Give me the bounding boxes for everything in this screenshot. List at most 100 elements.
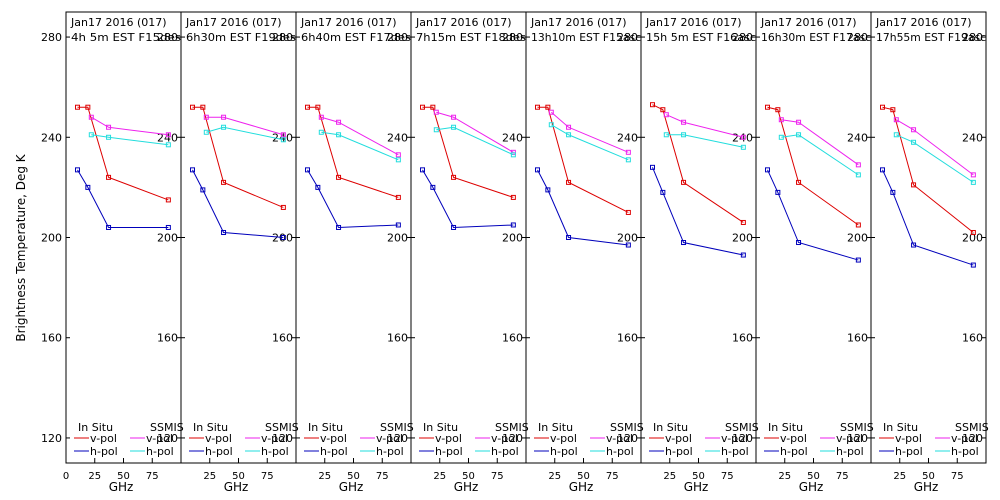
series-line-ssmis_h bbox=[551, 124, 629, 161]
y-tick-label: 160 bbox=[387, 332, 408, 345]
data-point-insitu_h bbox=[106, 224, 112, 230]
data-point-ssmis_h bbox=[318, 129, 324, 135]
data-point-ssmis_h bbox=[681, 132, 687, 138]
data-point-insitu_h bbox=[545, 187, 551, 193]
data-point-insitu_h bbox=[190, 167, 195, 173]
data-point-ssmis_h bbox=[796, 132, 802, 138]
series-line-ssmis_v bbox=[896, 119, 974, 176]
data-point-ssmis_h bbox=[221, 124, 227, 130]
panel-subtitle: 13h10m EST F15asc bbox=[531, 31, 641, 44]
y-tick-label: 200 bbox=[962, 232, 983, 245]
x-tick-label: 75 bbox=[491, 471, 504, 482]
data-point-insitu_v bbox=[336, 174, 342, 180]
data-point-ssmis_v bbox=[681, 119, 687, 125]
series-line-ssmis_v bbox=[206, 116, 284, 136]
panel-title: Jan17 2016 (017) bbox=[645, 16, 742, 29]
panel-5: Jan17 2016 (017) 13h10m EST F15asc 120 160 2… bbox=[525, 11, 644, 494]
series-line-ssmis_h bbox=[666, 134, 744, 148]
legend-label: h-pol bbox=[951, 445, 979, 458]
legend-label: h-pol bbox=[320, 445, 348, 458]
data-point-ssmis_h bbox=[911, 139, 917, 145]
y-tick-label: 160 bbox=[847, 332, 868, 345]
data-point-ssmis_v bbox=[778, 117, 784, 123]
panel-subtitle: 16h30m EST F17asc bbox=[761, 31, 871, 44]
data-point-ssmis_h bbox=[625, 157, 631, 163]
data-point-ssmis_h bbox=[970, 179, 976, 185]
x-tick-label: 75 bbox=[606, 471, 619, 482]
legend-label: h-pol bbox=[205, 445, 233, 458]
y-tick-label: 240 bbox=[157, 131, 178, 144]
series-line-insitu_v bbox=[882, 106, 974, 233]
panel-title: Jan17 2016 (017) bbox=[760, 16, 857, 29]
data-point-ssmis_v bbox=[855, 162, 861, 168]
legend-label: h-pol bbox=[146, 445, 174, 458]
panel-subtitle: 17h55m EST F19asc bbox=[876, 31, 986, 44]
data-point-ssmis_v bbox=[336, 119, 342, 125]
legend-label: h-pol bbox=[491, 445, 519, 458]
legend-title-insitu: In Situ bbox=[653, 421, 688, 434]
y-tick-label: 280 bbox=[847, 31, 868, 44]
y-tick-label: 280 bbox=[732, 31, 753, 44]
data-point-insitu_v bbox=[190, 104, 195, 110]
data-point-insitu_v bbox=[106, 174, 112, 180]
data-point-insitu_v bbox=[221, 179, 227, 185]
y-tick-label: 200 bbox=[272, 232, 293, 245]
panel-2: Jan17 2016 (017) 6h30m EST F19des 120 160 20… bbox=[180, 11, 299, 494]
panel-subtitle: 7h15m EST F18des bbox=[416, 31, 526, 44]
data-point-insitu_v bbox=[305, 104, 310, 110]
y-tick-label-left: 160 bbox=[41, 332, 62, 345]
data-point-insitu_v bbox=[681, 179, 687, 185]
panel-6: Jan17 2016 (017) 15h 5m EST F16asc 120 160 2… bbox=[640, 11, 759, 494]
data-point-insitu_h bbox=[221, 229, 227, 235]
data-point-insitu_v bbox=[280, 204, 286, 210]
y-tick-label-left: 280 bbox=[41, 31, 62, 44]
y-tick-label: 120 bbox=[962, 432, 983, 445]
legend-title-insitu: In Situ bbox=[883, 421, 918, 434]
y-tick-label: 120 bbox=[847, 432, 868, 445]
legend-title-insitu: In Situ bbox=[78, 421, 113, 434]
data-point-ssmis_v bbox=[318, 114, 324, 120]
y-tick-label: 160 bbox=[502, 332, 523, 345]
legend-label: v-pol bbox=[780, 432, 807, 445]
x-tick-label: 50 bbox=[117, 471, 130, 482]
legend-title-ssmis: SSMIS bbox=[495, 421, 529, 434]
series-line-insitu_v bbox=[77, 106, 169, 201]
data-point-ssmis_v bbox=[548, 109, 554, 115]
panel-7: Jan17 2016 (017) 16h30m EST F17asc 120 160 2… bbox=[755, 11, 874, 494]
legend-label: v-pol bbox=[261, 432, 288, 445]
series-line-insitu_v bbox=[422, 106, 514, 198]
y-tick-label-left: 200 bbox=[41, 232, 62, 245]
legend-title-ssmis: SSMIS bbox=[380, 421, 414, 434]
legend-label: v-pol bbox=[376, 432, 403, 445]
data-point-insitu_v bbox=[890, 107, 896, 113]
data-point-ssmis_h bbox=[510, 152, 516, 158]
series-line-ssmis_v bbox=[321, 116, 399, 156]
data-point-ssmis_v bbox=[663, 112, 669, 118]
y-tick-label: 280 bbox=[157, 31, 178, 44]
series-line-insitu_h bbox=[192, 169, 284, 238]
series-line-insitu_v bbox=[767, 106, 859, 226]
legend-label: h-pol bbox=[895, 445, 923, 458]
data-point-ssmis_v bbox=[221, 114, 227, 120]
data-point-insitu_h bbox=[566, 235, 572, 240]
y-tick-label: 160 bbox=[272, 332, 293, 345]
x-axis-label: GHz bbox=[339, 480, 364, 494]
x-tick-label: 75 bbox=[261, 471, 274, 482]
legend-label: h-pol bbox=[550, 445, 578, 458]
legend-label: v-pol bbox=[205, 432, 232, 445]
x-axis-label: GHz bbox=[224, 480, 249, 494]
x-tick-label: 50 bbox=[462, 471, 475, 482]
data-point-insitu_h bbox=[430, 184, 436, 190]
y-axis-label: Brightness Temperature, Deg K bbox=[14, 153, 28, 341]
x-tick-label: 25 bbox=[548, 471, 561, 482]
x-tick-label: 50 bbox=[922, 471, 935, 482]
data-point-insitu_h bbox=[796, 240, 802, 246]
data-point-insitu_v bbox=[765, 104, 770, 110]
legend-label: h-pol bbox=[606, 445, 634, 458]
x-axis-label: GHz bbox=[109, 480, 134, 494]
series-line-ssmis_v bbox=[91, 116, 169, 136]
